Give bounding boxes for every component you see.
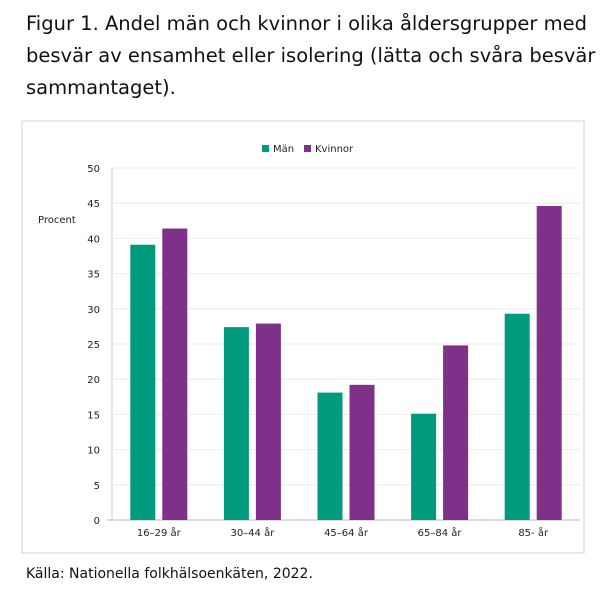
bar-män	[504, 313, 530, 520]
y-tick-label: 40	[87, 234, 100, 245]
bar-kvinnor	[443, 345, 469, 520]
bar-män	[223, 327, 249, 520]
y-tick-label: 45	[87, 199, 100, 210]
y-tick-label: 30	[87, 305, 100, 316]
y-tick-label: 0	[94, 516, 100, 527]
x-tick-label: 16–29 år	[137, 526, 182, 539]
legend-label: Kvinnor	[315, 144, 354, 155]
y-tick-label: 10	[87, 446, 100, 457]
y-axis-label: Procent	[38, 215, 76, 226]
figure-title: Figur 1. Andel män och kvinnor i olika å…	[26, 12, 596, 99]
legend-swatch	[262, 145, 269, 152]
bar-män	[317, 392, 343, 520]
bar-kvinnor	[255, 323, 281, 520]
legend-label: Män	[273, 144, 294, 155]
bar-män	[411, 413, 437, 520]
bar-män	[130, 244, 156, 520]
bar-kvinnor	[349, 384, 375, 520]
chart-frame	[21, 120, 585, 554]
y-tick-label: 5	[94, 481, 100, 492]
source-note: Källa: Nationella folkhälsoenkäten, 2022…	[26, 566, 313, 582]
y-tick-label: 25	[87, 340, 100, 351]
y-tick-label: 35	[87, 270, 100, 281]
bar-kvinnor	[162, 228, 188, 520]
bar-kvinnor	[536, 206, 562, 521]
y-tick-label: 20	[87, 375, 100, 386]
legend-swatch	[304, 145, 311, 152]
x-tick-label: 45–64 år	[324, 526, 369, 539]
x-tick-label: 65–84 år	[418, 526, 463, 539]
y-tick-label: 50	[87, 164, 100, 175]
x-tick-label: 85- år	[518, 526, 549, 539]
x-tick-label: 30–44 år	[230, 526, 275, 539]
y-tick-label: 15	[87, 410, 100, 421]
